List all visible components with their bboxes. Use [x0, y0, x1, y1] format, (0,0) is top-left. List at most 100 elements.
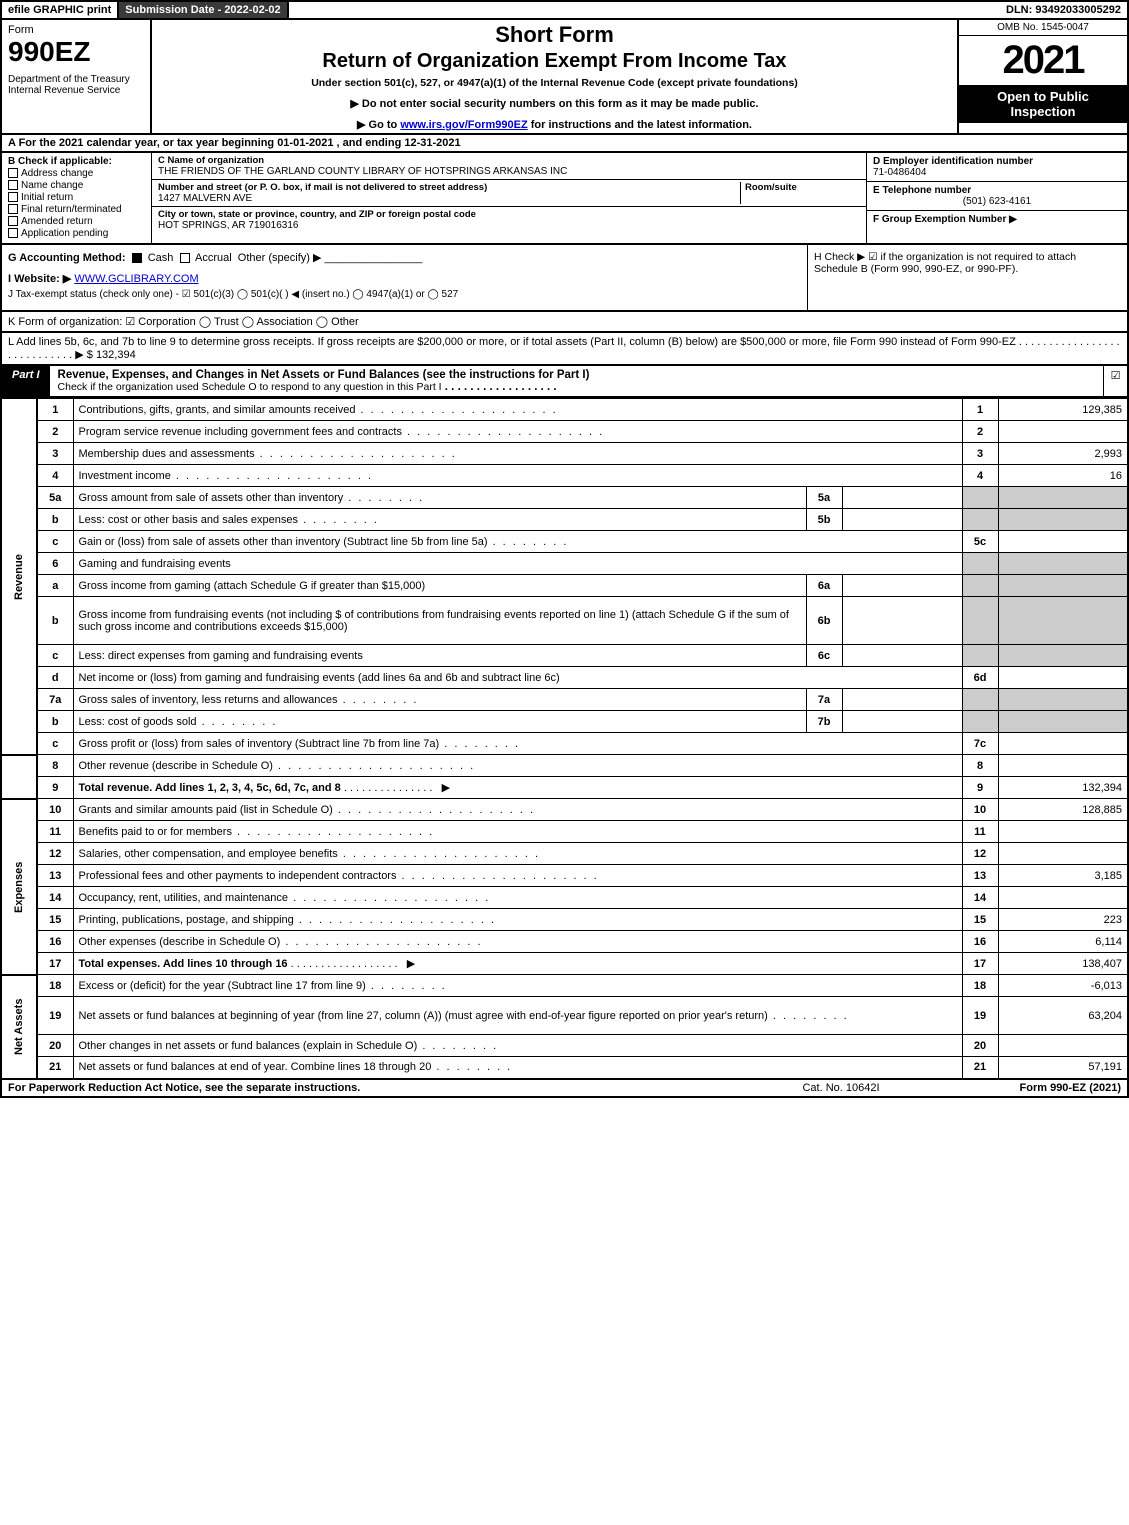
- ln7a-no: 7a: [37, 689, 73, 711]
- ln14-col: 14: [962, 887, 998, 909]
- ln15-col: 15: [962, 909, 998, 931]
- chk-cash[interactable]: [132, 253, 142, 263]
- ln8-amt: [998, 755, 1128, 777]
- ln7b-no: b: [37, 711, 73, 733]
- ln6c-shade1: [962, 645, 998, 667]
- chk-amended-return[interactable]: Amended return: [8, 216, 145, 227]
- ln15-no: 15: [37, 909, 73, 931]
- chk-application-pending[interactable]: Application pending: [8, 228, 145, 239]
- chk-address-change[interactable]: Address change: [8, 168, 145, 179]
- block-gh: G Accounting Method: Cash Accrual Other …: [0, 245, 1129, 312]
- ln7a-shade2: [998, 689, 1128, 711]
- line-7c: c Gross profit or (loss) from sales of i…: [1, 733, 1128, 755]
- ln6c-shade2: [998, 645, 1128, 667]
- ln17-desc-text: Total expenses. Add lines 10 through 16: [79, 958, 288, 970]
- ln20-desc: Other changes in net assets or fund bala…: [73, 1035, 962, 1057]
- org-name-block: C Name of organization THE FRIENDS OF TH…: [152, 153, 866, 180]
- ln6c-desc: Less: direct expenses from gaming and fu…: [73, 645, 806, 667]
- ln6b-no: b: [37, 597, 73, 645]
- ln7b-sub: 7b: [806, 711, 842, 733]
- ln16-desc: Other expenses (describe in Schedule O): [73, 931, 962, 953]
- website-link[interactable]: WWW.GCLIBRARY.COM: [74, 273, 198, 285]
- ln14-no: 14: [37, 887, 73, 909]
- ln3-col: 3: [962, 443, 998, 465]
- block-bcdef: B Check if applicable: Address change Na…: [0, 153, 1129, 245]
- line-16: 16 Other expenses (describe in Schedule …: [1, 931, 1128, 953]
- ln7b-shade2: [998, 711, 1128, 733]
- org-name-label: C Name of organization: [158, 155, 860, 166]
- chk-name-change[interactable]: Name change: [8, 180, 145, 191]
- ln13-no: 13: [37, 865, 73, 887]
- ln4-amt: 16: [998, 465, 1128, 487]
- ln6c-sub: 6c: [806, 645, 842, 667]
- line-2: 2 Program service revenue including gove…: [1, 421, 1128, 443]
- part1-schedule-o-check[interactable]: ☑: [1103, 366, 1127, 396]
- chk-final-return[interactable]: Final return/terminated: [8, 204, 145, 215]
- ln21-desc: Net assets or fund balances at end of ye…: [73, 1057, 962, 1079]
- ln16-no: 16: [37, 931, 73, 953]
- ln15-amt: 223: [998, 909, 1128, 931]
- line-6d: d Net income or (loss) from gaming and f…: [1, 667, 1128, 689]
- ln11-col: 11: [962, 821, 998, 843]
- short-form-title: Short Form: [160, 22, 949, 48]
- ln2-no: 2: [37, 421, 73, 443]
- ln1-desc: Contributions, gifts, grants, and simila…: [73, 399, 962, 421]
- submission-date: Submission Date - 2022-02-02: [119, 2, 288, 18]
- return-title: Return of Organization Exempt From Incom…: [160, 50, 949, 73]
- phone-value: (501) 623-4161: [873, 196, 1121, 207]
- section-j: J Tax-exempt status (check only one) - ☑…: [8, 289, 801, 300]
- part1-checknote: Check if the organization used Schedule …: [58, 381, 442, 393]
- line-7a: 7a Gross sales of inventory, less return…: [1, 689, 1128, 711]
- line-9: 9 Total revenue. Add lines 1, 2, 3, 4, 5…: [1, 777, 1128, 799]
- part1-title-text: Revenue, Expenses, and Changes in Net As…: [58, 369, 590, 381]
- chk-amended-return-label: Amended return: [21, 216, 93, 227]
- line-21: 21 Net assets or fund balances at end of…: [1, 1057, 1128, 1079]
- goto-pre: ▶ Go to: [357, 119, 400, 131]
- accrual-label: Accrual: [195, 252, 232, 264]
- section-g: G Accounting Method: Cash Accrual Other …: [8, 251, 801, 264]
- header-right: OMB No. 1545-0047 2021 Open to Public In…: [957, 20, 1127, 133]
- chk-accrual[interactable]: [180, 253, 190, 263]
- ln4-no: 4: [37, 465, 73, 487]
- chk-initial-return[interactable]: Initial return: [8, 192, 145, 203]
- ln6a-no: a: [37, 575, 73, 597]
- ln9-desc: Total revenue. Add lines 1, 2, 3, 4, 5c,…: [73, 777, 962, 799]
- dept-label: Department of the Treasury Internal Reve…: [8, 74, 144, 96]
- ln2-col: 2: [962, 421, 998, 443]
- ssn-warning: ▶ Do not enter social security numbers o…: [160, 97, 949, 110]
- irs-link[interactable]: www.irs.gov/Form990EZ: [400, 119, 527, 131]
- ln5b-desc: Less: cost or other basis and sales expe…: [73, 509, 806, 531]
- ln18-col: 18: [962, 975, 998, 997]
- ln14-desc: Occupancy, rent, utilities, and maintena…: [73, 887, 962, 909]
- part1-title: Revenue, Expenses, and Changes in Net As…: [50, 366, 1103, 396]
- section-b-heading: B Check if applicable:: [8, 156, 145, 167]
- form-number: 990EZ: [8, 36, 144, 68]
- ln3-desc: Membership dues and assessments: [73, 443, 962, 465]
- col-gi: G Accounting Method: Cash Accrual Other …: [2, 245, 807, 310]
- ln7b-shade1: [962, 711, 998, 733]
- section-e: E Telephone number (501) 623-4161: [867, 182, 1127, 211]
- ln18-desc: Excess or (deficit) for the year (Subtra…: [73, 975, 962, 997]
- ln6a-shade2: [998, 575, 1128, 597]
- line-l-amt: 132,394: [96, 349, 136, 361]
- section-b: B Check if applicable: Address change Na…: [2, 153, 152, 243]
- line-19: 19 Net assets or fund balances at beginn…: [1, 997, 1128, 1035]
- ln18-no: 18: [37, 975, 73, 997]
- chk-address-change-label: Address change: [21, 168, 93, 179]
- efile-print-label[interactable]: efile GRAPHIC print: [2, 2, 119, 18]
- g-label: G Accounting Method:: [8, 252, 126, 264]
- ln5b-shade2: [998, 509, 1128, 531]
- line-13: 13 Professional fees and other payments …: [1, 865, 1128, 887]
- ln19-desc: Net assets or fund balances at beginning…: [73, 997, 962, 1035]
- ln1-amt: 129,385: [998, 399, 1128, 421]
- ln5c-no: c: [37, 531, 73, 553]
- line-1: Revenue 1 Contributions, gifts, grants, …: [1, 399, 1128, 421]
- section-k: K Form of organization: ☑ Corporation ◯ …: [0, 312, 1129, 333]
- ln8-no: 8: [37, 755, 73, 777]
- ln6a-desc: Gross income from gaming (attach Schedul…: [73, 575, 806, 597]
- ln3-amt: 2,993: [998, 443, 1128, 465]
- ln5a-subamt: [842, 487, 962, 509]
- ln6a-subamt: [842, 575, 962, 597]
- goto-note: ▶ Go to www.irs.gov/Form990EZ for instru…: [160, 118, 949, 131]
- ln15-desc: Printing, publications, postage, and shi…: [73, 909, 962, 931]
